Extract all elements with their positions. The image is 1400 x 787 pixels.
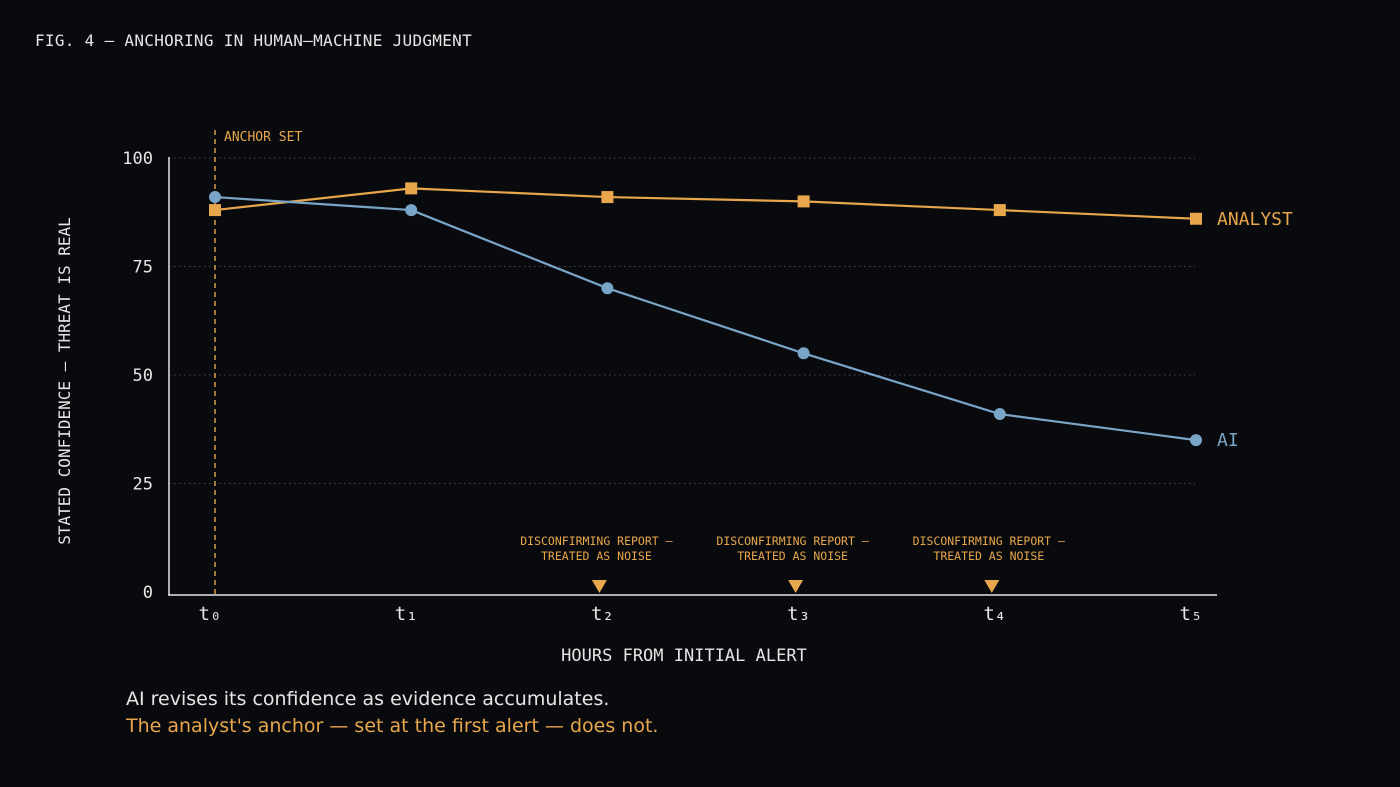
x-tick-label-2: t₂ xyxy=(591,603,614,625)
series: ANALYST AI xyxy=(209,182,1293,451)
ai-marker-1 xyxy=(405,204,418,217)
ai-marker-3 xyxy=(797,347,810,360)
axis-labels: 0 25 50 75 100 t₀ t₁ t₂ t₃ t₄ t₅ HOURS FROM INITIAL… xyxy=(55,149,1202,666)
analyst-line xyxy=(214,187,1197,220)
x-tick-label-3: t₃ xyxy=(787,603,810,625)
annotation-line2-1: TREATED AS NOISE xyxy=(737,549,848,563)
grid-lines xyxy=(169,157,1195,484)
caption-ai: AI revises its confidence as evidence ac… xyxy=(126,688,610,710)
ai-series-label: AI xyxy=(1217,430,1239,451)
axes xyxy=(168,157,1217,596)
figure-title: FIG. 4 — ANCHORING IN HUMAN–MACHINE JUDG… xyxy=(35,31,473,50)
y-tick-label-0: 0 xyxy=(143,583,153,603)
caption-analyst: The analyst's anchor — set at the first … xyxy=(126,715,659,737)
analyst-marker-4 xyxy=(993,204,1006,217)
annotation-line1-0: DISCONFIRMING REPORT — xyxy=(520,534,672,548)
x-tick-label-0: t₀ xyxy=(199,603,222,625)
analyst-marker-3 xyxy=(797,195,810,208)
annotation-line1-2: DISCONFIRMING REPORT — xyxy=(913,534,1065,548)
ai-line xyxy=(214,195,1197,442)
y-tick-label-50: 50 xyxy=(133,366,153,386)
analyst-marker-5 xyxy=(1190,212,1202,225)
annotation-triangle-0 xyxy=(591,580,607,593)
anchor-label: ANCHOR SET xyxy=(224,130,302,145)
annotation-line2-2: TREATED AS NOISE xyxy=(933,549,1044,563)
x-tick-label-4: t₄ xyxy=(983,603,1006,625)
analyst-marker-2 xyxy=(601,191,614,204)
y-tick-label-75: 75 xyxy=(133,258,153,278)
annotation-triangle-2 xyxy=(984,580,1000,593)
annotation-line1-1: DISCONFIRMING REPORT — xyxy=(716,534,868,548)
ai-marker-5 xyxy=(1190,434,1202,447)
x-tick-label-1: t₁ xyxy=(395,603,418,625)
y-tick-label-100: 100 xyxy=(122,149,153,169)
analyst-marker-1 xyxy=(405,182,418,195)
ai-marker-0 xyxy=(209,191,221,204)
annotation-triangle-1 xyxy=(788,580,804,593)
anchor-marker: ANCHOR SET xyxy=(214,130,302,594)
analyst-series-label: ANALYST xyxy=(1217,209,1293,230)
ai-marker-2 xyxy=(601,282,614,295)
y-tick-label-25: 25 xyxy=(133,475,153,495)
y-axis-title: STATED CONFIDENCE — THREAT IS REAL xyxy=(55,217,74,545)
x-tick-label-5: t₅ xyxy=(1180,603,1203,625)
annotation-line2-0: TREATED AS NOISE xyxy=(541,549,652,563)
x-axis-title: HOURS FROM INITIAL ALERT xyxy=(561,646,807,666)
annotations: DISCONFIRMING REPORT —TREATED AS NOISEDI… xyxy=(520,534,1065,593)
analyst-marker-0 xyxy=(209,204,221,217)
ai-marker-4 xyxy=(993,408,1006,421)
